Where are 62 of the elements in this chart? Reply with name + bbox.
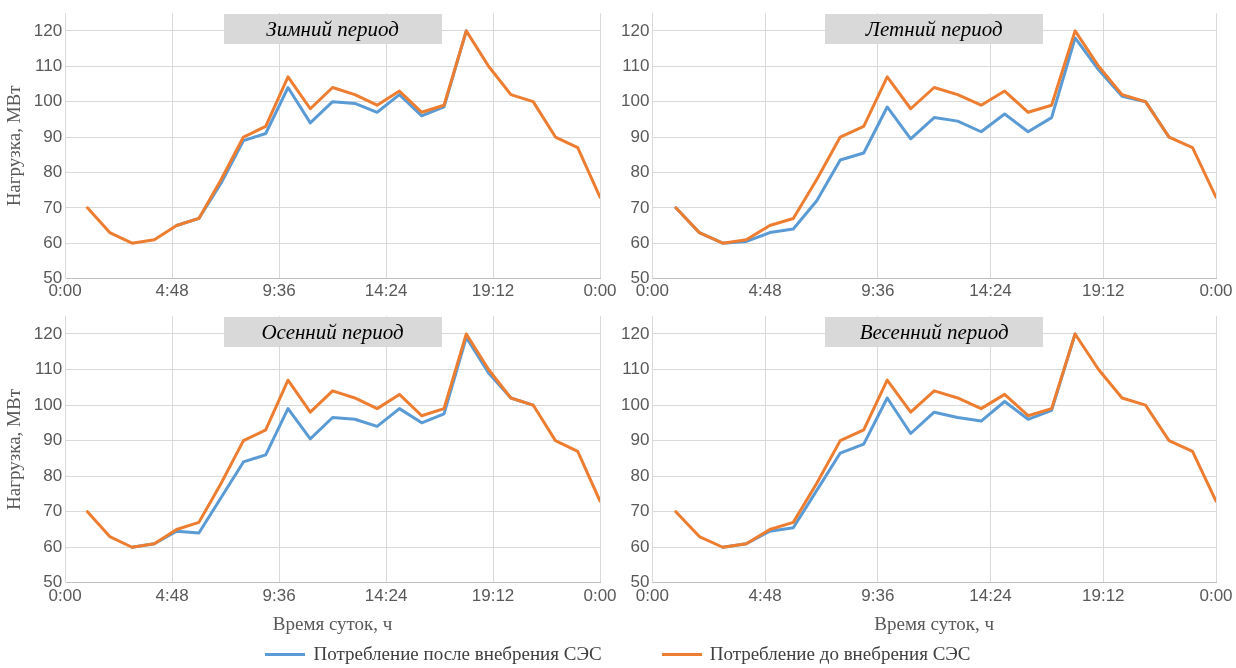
chart-title: Осенний период [261,320,404,345]
y-tick-label: 90 [43,126,63,146]
y-tick-label: 70 [43,501,63,521]
x-axis-title: Время суток, ч [272,612,393,634]
y-tick-label: 110 [622,359,650,379]
x-tick-label: 9:36 [861,585,895,605]
x-tick-label: 0:00 [1199,585,1233,605]
x-tick-label: 9:36 [262,281,296,301]
y-tick-label: 100 [620,394,650,414]
x-tick-label: 19:12 [471,281,515,301]
label-box: Летний период [825,14,1044,45]
x-tick-label: 9:36 [861,281,895,301]
chart-title: Весенний период [859,320,1009,345]
y-tick-label: 80 [630,162,650,182]
y-tick-label: 120 [33,323,63,343]
y-tick-label: 110 [35,359,63,379]
y-tick-label: 110 [35,55,63,75]
legend-label: Потребление до внебрения СЭС [709,643,971,665]
y-tick-label: 100 [33,394,63,414]
x-tick-label: 4:48 [748,585,782,605]
x-tick-label: 19:12 [1082,585,1125,605]
y-tick-label: 80 [43,465,63,485]
y-tick-label: 110 [622,55,650,75]
legend-label: Потребление после внебрения СЭС [313,643,602,665]
x-axis-title: Время суток, ч [874,612,995,634]
y-tick-label: 120 [620,20,650,40]
label-box: Зимний период [223,14,442,45]
x-tick-label: 0:00 [1199,281,1233,301]
x-tick-label: 19:12 [471,585,515,605]
y-tick-label: 60 [43,536,63,556]
label-box: Осенний период [223,317,442,348]
x-tick-label: 0:00 [583,281,617,301]
x-tick-label: 19:12 [1082,281,1125,301]
y-tick-label: 60 [43,232,63,252]
y-tick-label: 90 [630,126,650,146]
y-tick-label: 70 [630,197,650,217]
x-tick-label: 14:24 [364,585,408,605]
x-tick-label: 4:48 [155,585,189,605]
x-tick-label: 14:24 [969,281,1012,301]
chart-title: Летний период [865,17,1003,42]
chart-title: Зимний период [266,17,399,42]
y-tick-label: 60 [630,536,650,556]
y-tick-label: 90 [630,430,650,450]
x-tick-label: 14:24 [364,281,408,301]
y-tick-label: 90 [43,430,63,450]
y-axis-title: Нагрузка, МВт [3,84,25,207]
label-box: Весенний период [825,317,1044,348]
y-tick-label: 70 [43,197,63,217]
y-tick-label: 100 [33,91,63,111]
y-tick-label: 80 [630,465,650,485]
y-tick-label: 60 [630,232,650,252]
y-tick-label: 120 [33,20,63,40]
x-tick-label: 4:48 [748,281,782,301]
y-tick-label: 70 [630,501,650,521]
y-tick-label: 100 [620,91,650,111]
y-tick-label: 120 [620,323,650,343]
y-tick-label: 80 [43,162,63,182]
x-tick-label: 14:24 [969,585,1012,605]
x-tick-label: 4:48 [155,281,189,301]
x-tick-label: 0:00 [583,585,617,605]
y-axis-title: Нагрузка, МВт [3,388,25,510]
x-tick-label: 9:36 [262,585,296,605]
